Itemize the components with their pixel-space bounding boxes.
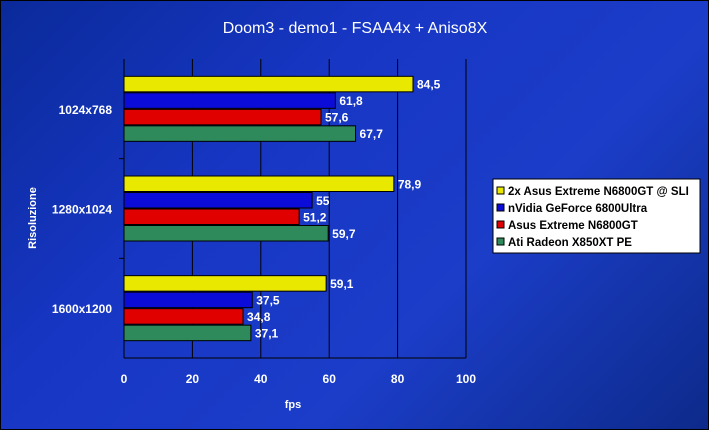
data-label: 51,2 [303,210,327,224]
data-label: 55 [316,194,330,208]
legend-swatch [496,237,505,246]
bar [123,308,244,325]
category-label: 1600x1200 [52,302,112,316]
x-tick-label: 80 [391,372,405,386]
bar [123,192,313,209]
data-label: 59,7 [332,227,356,241]
bar [123,75,414,93]
data-label: 67,7 [360,127,384,141]
legend-label: Asus Extreme N6800GT [508,220,638,232]
bar [123,275,327,292]
x-tick-label: 100 [456,372,476,386]
bar [123,291,253,309]
x-tick-label: 0 [121,372,128,386]
bars-layer: 84,5 61,8 57,6 67,7 78,9 55 51,2 59,7 59,1 37,5 34… [123,75,441,342]
x-tick-label: 20 [186,372,200,386]
x-tick-label: 60 [323,372,337,386]
bar [123,208,300,225]
bar [123,225,329,242]
legend-label: Ati Radeon X850XT PE [508,237,632,249]
category-label: 1024x768 [59,103,113,117]
x-tick-label: 40 [254,372,268,386]
legend-label: 2x Asus Extreme N6800GT @ SLI [508,186,689,198]
bar [123,92,336,109]
bar [123,125,357,142]
legend-label: nVidia GeForce 6800Ultra [508,203,648,215]
bar [123,175,395,192]
data-label: 84,5 [417,78,441,92]
data-label: 37,5 [256,293,280,307]
y-axis-title: Risoluzione [27,187,39,249]
legend-swatch [496,220,505,229]
data-label: 57,6 [325,111,349,125]
x-axis-title: fps [285,399,302,411]
axis-layer: 0 20 40 60 80 100 1024x768 1280x1024 1600x1200 [52,59,476,386]
legend-swatch [496,203,505,212]
data-label: 59,1 [330,277,354,291]
bar [123,324,252,342]
data-label: 37,1 [255,326,279,340]
legend-swatch [496,186,505,195]
category-label: 1280x1024 [52,203,112,217]
data-label: 61,8 [339,94,363,108]
legend: 2x Asus Extreme N6800GT @ SLI nVidia GeFo… [492,178,701,254]
bar [123,108,322,126]
chart-title: Doom3 - demo1 - FSAA4x + Aniso8X [223,20,488,37]
data-label: 78,9 [398,177,422,191]
legend-box [492,178,701,254]
data-label: 34,8 [247,310,271,324]
